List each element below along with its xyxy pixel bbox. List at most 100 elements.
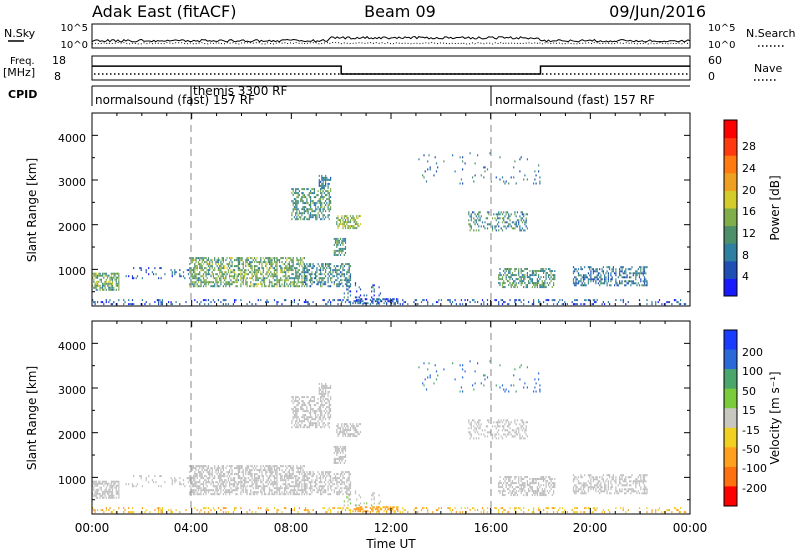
power-cell bbox=[210, 265, 212, 268]
velocity-cell bbox=[504, 494, 506, 497]
velocity-cell bbox=[281, 491, 283, 494]
power-cell bbox=[544, 282, 546, 285]
power-cell bbox=[292, 202, 294, 205]
velocity-cell bbox=[519, 433, 521, 436]
velocity-cell bbox=[576, 478, 578, 481]
velocity-cell bbox=[293, 493, 295, 496]
velocity-cell bbox=[572, 480, 575, 483]
power-cell bbox=[337, 237, 339, 240]
power-cell bbox=[307, 271, 309, 274]
power-cell bbox=[511, 227, 513, 230]
power-cell bbox=[452, 154, 454, 157]
power-cell bbox=[308, 265, 310, 268]
power-cell bbox=[523, 270, 525, 272]
velocity-cell bbox=[337, 435, 339, 438]
power-cell bbox=[501, 217, 504, 220]
power-cell bbox=[577, 282, 580, 285]
power-cell bbox=[93, 301, 95, 304]
velocity-cell bbox=[303, 479, 305, 482]
power-cell bbox=[140, 267, 142, 270]
power-cell bbox=[302, 200, 304, 203]
velocity-cell bbox=[246, 485, 248, 488]
power-cell bbox=[330, 188, 332, 191]
power-cell bbox=[343, 221, 345, 224]
power-cell bbox=[600, 278, 602, 281]
power-cell bbox=[290, 265, 292, 268]
power-cbar-tick-28: 28 bbox=[742, 140, 756, 153]
velocity-cell bbox=[342, 493, 344, 496]
power-cell bbox=[232, 271, 234, 274]
power-cell bbox=[454, 299, 456, 302]
power-cell bbox=[541, 270, 543, 272]
power-cell bbox=[577, 280, 580, 283]
power-cell bbox=[185, 301, 187, 304]
velocity-cell bbox=[361, 508, 363, 511]
velocity-cell bbox=[328, 402, 330, 405]
power-cell bbox=[637, 272, 639, 275]
power-cell bbox=[544, 284, 546, 287]
velocity-cell bbox=[543, 492, 545, 495]
velocity-cell bbox=[356, 504, 358, 507]
velocity-cell bbox=[336, 449, 338, 452]
velocity-cell bbox=[577, 476, 580, 479]
power-cell bbox=[317, 212, 319, 215]
velocity-cell bbox=[204, 487, 206, 490]
velocity-cell bbox=[317, 414, 319, 417]
velocity-cell bbox=[346, 431, 348, 434]
velocity-cell bbox=[256, 485, 258, 488]
power-cell bbox=[503, 270, 505, 272]
power-cell bbox=[255, 303, 257, 306]
power-cell bbox=[300, 200, 302, 203]
velocity-cell bbox=[602, 480, 604, 483]
velocity-cell bbox=[508, 484, 510, 487]
power-cell bbox=[489, 152, 491, 155]
power-cell bbox=[227, 265, 229, 268]
power-cell bbox=[308, 269, 310, 272]
velocity-cell bbox=[346, 496, 348, 499]
velocity-cell bbox=[217, 465, 219, 468]
power-cell bbox=[310, 285, 312, 288]
power-cell bbox=[267, 301, 269, 304]
velocity-cell bbox=[276, 493, 278, 496]
power-cell bbox=[149, 303, 151, 306]
power-cell bbox=[307, 208, 309, 211]
velocity-cell bbox=[247, 467, 249, 470]
velocity-data-layer bbox=[92, 360, 687, 514]
power-cell bbox=[624, 272, 626, 275]
velocity-cell bbox=[343, 477, 345, 480]
power-cell bbox=[615, 274, 617, 277]
velocity-cell bbox=[520, 488, 522, 491]
velocity-cell bbox=[519, 435, 521, 438]
power-cell bbox=[341, 247, 343, 250]
power-cell bbox=[627, 268, 629, 271]
velocity-cell bbox=[211, 481, 213, 484]
power-cell bbox=[348, 225, 350, 228]
power-cell bbox=[297, 194, 299, 197]
power-cell bbox=[301, 283, 303, 286]
power-cell bbox=[281, 303, 283, 306]
power-cell bbox=[192, 257, 195, 260]
power-cell bbox=[334, 249, 337, 252]
power-cell bbox=[95, 282, 97, 285]
power-cell bbox=[209, 263, 211, 266]
power-cell bbox=[118, 284, 120, 287]
velocity-cell bbox=[292, 418, 294, 421]
velocity-cell bbox=[256, 491, 258, 494]
velocity-cell bbox=[342, 429, 344, 432]
power-cell bbox=[407, 303, 409, 306]
velocity-cell bbox=[310, 422, 312, 425]
velocity-cell bbox=[197, 487, 200, 490]
power-cell bbox=[317, 200, 319, 203]
velocity-cell bbox=[303, 414, 305, 417]
power-cell bbox=[251, 273, 253, 276]
velocity-cell bbox=[242, 473, 244, 476]
power-cell bbox=[493, 213, 495, 216]
velocity-cell bbox=[612, 478, 614, 481]
velocity-cell bbox=[288, 471, 290, 474]
power-cell bbox=[575, 278, 577, 281]
velocity-cell bbox=[290, 485, 292, 488]
power-cell bbox=[94, 274, 96, 277]
velocity-cell bbox=[312, 408, 314, 411]
power-cell bbox=[483, 225, 485, 228]
velocity-cell bbox=[217, 469, 219, 472]
